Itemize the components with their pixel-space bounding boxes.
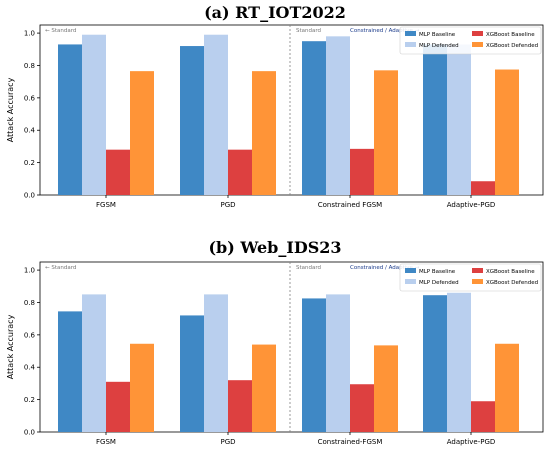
legend-label-a-0: MLP Baseline: [419, 32, 456, 38]
y-tick-label-b: 0.8: [24, 299, 35, 307]
y-axis-label-a: Attack Accuracy: [6, 77, 15, 142]
legend-swatch-a-3: [472, 42, 483, 47]
bar-a-s0-c1: [180, 46, 204, 195]
x-tick-label-a: FGSM: [96, 201, 116, 209]
region-label-standard-b: ← Standard: [45, 265, 76, 271]
legend-label-b-2: XGBoost Baseline: [486, 269, 535, 275]
bar-b-s0-c0: [58, 311, 82, 432]
x-tick-label-a: Constrained FGSM: [318, 201, 382, 209]
bar-b-s3-c0: [130, 343, 154, 432]
bar-a-s2-c2: [350, 148, 374, 195]
y-tick-label-a: 1.0: [24, 30, 35, 38]
y-tick-label-b: 0.6: [24, 331, 36, 339]
legend-label-a-2: XGBoost Baseline: [486, 32, 535, 38]
bar-a-s3-c3: [495, 69, 519, 195]
legend-label-b-0: MLP Baseline: [419, 269, 456, 275]
legend-swatch-a-2: [472, 31, 483, 36]
chart-title-b: (b) Web_IDS23: [208, 238, 342, 257]
x-tick-label-a: PGD: [220, 201, 235, 209]
bar-a-s0-c2: [302, 41, 326, 195]
bar-b-s1-c3: [447, 292, 471, 432]
bar-b-s3-c2: [374, 345, 398, 432]
plot-frame-b: [39, 261, 544, 433]
legend-swatch-b-0: [405, 268, 416, 273]
x-tick-label-b: Adaptive-PGD: [447, 438, 496, 446]
x-tick-label-b: PGD: [220, 438, 235, 446]
x-tick-label-a: Adaptive-PGD: [447, 201, 496, 209]
bar-b-s2-c3: [471, 401, 495, 432]
region-label-standard-right-a: Standard: [296, 28, 321, 34]
y-tick-label-b: 0.0: [24, 429, 35, 437]
bar-a-s0-c3: [423, 44, 447, 195]
y-tick-label-a: 0.4: [24, 127, 36, 135]
legend-box-b: [399, 263, 542, 292]
y-tick-label-b: 0.2: [24, 396, 35, 404]
bar-b-s2-c0: [106, 381, 130, 432]
region-label-constrained-a: Constrained / Adaptive →: [350, 28, 420, 34]
bar-a-s1-c2: [326, 36, 350, 196]
y-tick-label-a: 0.2: [24, 159, 35, 167]
legend-swatch-a-1: [405, 42, 416, 47]
y-tick-label-a: 0.8: [24, 62, 35, 70]
bar-b-s0-c2: [302, 298, 326, 432]
bar-b-s2-c2: [350, 384, 374, 432]
legend-swatch-b-2: [472, 268, 483, 273]
region-label-standard-right-b: Standard: [296, 265, 321, 271]
legend-swatch-b-3: [472, 279, 483, 284]
y-tick-label-a: 0.0: [24, 192, 35, 200]
chart-title-a: (a) RT_IOT2022: [204, 3, 346, 22]
bar-b-s3-c1: [252, 344, 276, 432]
legend-label-b-3: XGBoost Defended: [486, 280, 538, 286]
bar-b-s1-c2: [326, 294, 350, 432]
legend-label-a-3: XGBoost Defended: [486, 43, 538, 49]
y-tick-label-b: 0.4: [24, 364, 36, 372]
bar-a-s1-c1: [204, 34, 228, 195]
bar-b-s0-c3: [423, 295, 447, 432]
bar-b-s3-c3: [495, 343, 519, 432]
bar-a-s1-c0: [82, 34, 106, 195]
y-tick-label-a: 0.6: [24, 94, 36, 102]
bar-a-s2-c1: [228, 149, 252, 195]
bar-b-s0-c1: [180, 315, 204, 432]
bar-a-s2-c3: [471, 181, 495, 195]
region-label-constrained-b: Constrained / Adaptive →: [350, 265, 420, 271]
legend-swatch-b-1: [405, 279, 416, 284]
y-tick-label-b: 1.0: [24, 267, 35, 275]
x-tick-label-b: Constrained-FGSM: [318, 438, 383, 446]
bar-a-s0-c0: [58, 44, 82, 195]
bar-b-s2-c1: [228, 380, 252, 432]
bar-a-s3-c0: [130, 71, 154, 195]
plot-frame-a: [39, 24, 544, 196]
legend-label-b-1: MLP Defended: [419, 280, 459, 286]
bar-b-s1-c0: [82, 294, 106, 432]
y-axis-label-b: Attack Accuracy: [6, 314, 15, 379]
bar-a-s3-c2: [374, 70, 398, 195]
legend-box-a: [399, 26, 542, 55]
x-tick-label-b: FGSM: [96, 438, 116, 446]
bar-a-s1-c3: [447, 44, 471, 195]
bar-a-s3-c1: [252, 71, 276, 195]
bar-a-s2-c0: [106, 149, 130, 195]
region-label-standard-a: ← Standard: [45, 28, 76, 34]
bar-b-s1-c1: [204, 294, 228, 432]
legend-label-a-1: MLP Defended: [419, 43, 459, 49]
legend-swatch-a-0: [405, 31, 416, 36]
